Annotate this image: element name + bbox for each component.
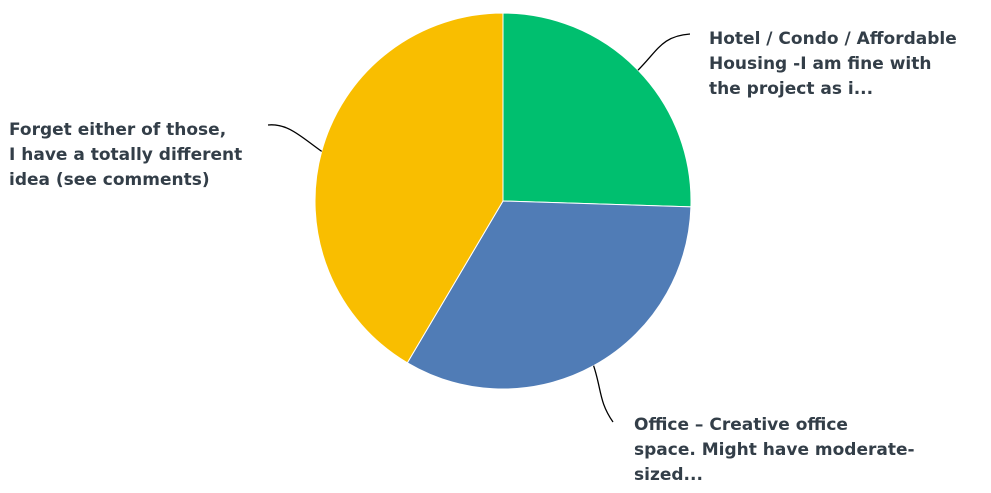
pie-slice-office	[406, 200, 692, 390]
pie-slice-different-idea	[314, 12, 504, 364]
leader-line-office	[592, 365, 614, 423]
leader-line-hotel-condo	[637, 33, 691, 71]
slice-label-different-idea: Forget either of those, I have a totally…	[9, 120, 243, 190]
leader-line-different-idea	[267, 124, 323, 152]
pie-slices	[314, 12, 692, 390]
pie-slice-hotel-condo	[502, 12, 692, 208]
slice-label-office: Office – Creative office space. Might ha…	[634, 415, 915, 485]
leader-lines	[267, 33, 691, 423]
slice-label-hotel-condo: Hotel / Condo / Affordable Housing -I am…	[709, 29, 957, 99]
